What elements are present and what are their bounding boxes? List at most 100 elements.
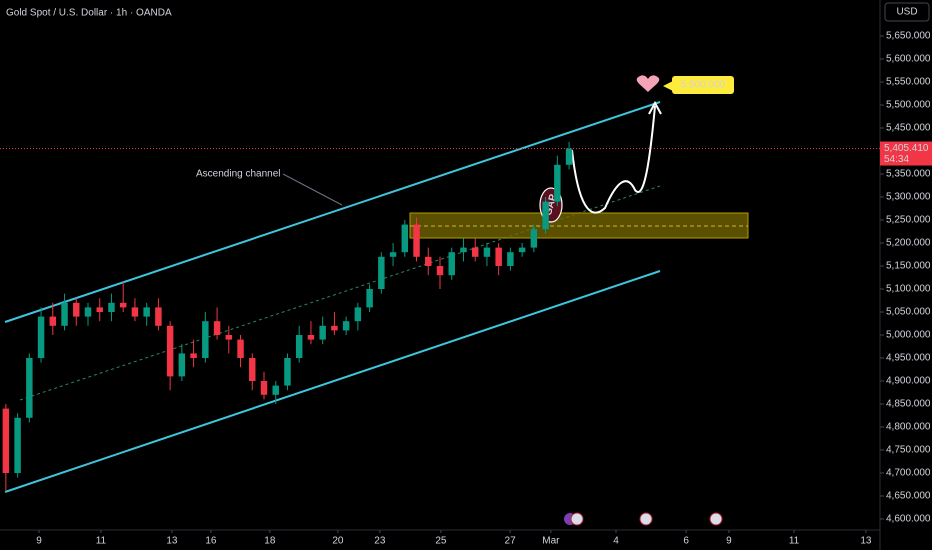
candle-body [366,289,373,308]
target-pointer [663,81,673,91]
x-tick-label: 9 [36,536,42,547]
projection-path [571,105,656,214]
candle-body [61,302,68,326]
candle-body [26,358,33,418]
last-price-label: 5,405.410 [884,143,929,154]
candle-body [190,353,197,358]
x-tick-label: Mar [542,536,560,547]
y-tick-label: 5,150.000 [886,261,931,272]
target-label: 5,500.000 [681,80,726,91]
y-tick-label: 5,650.000 [886,31,931,42]
channel-mid [19,185,661,401]
candle-body [483,247,491,257]
candle-body [319,325,326,340]
candle-body [166,325,174,377]
candle-body [542,201,549,230]
x-tick-label: 23 [374,536,386,547]
y-tick-label: 5,550.000 [886,77,931,88]
currency-button[interactable] [884,2,930,22]
x-tick-label: 18 [264,536,276,547]
y-tick-label: 5,100.000 [886,284,931,295]
annotation-pointer [282,173,343,206]
x-tick-label: 13 [860,536,872,547]
candle-body [2,408,10,473]
y-tick-label: 4,800.000 [886,422,931,433]
y-tick-label: 4,900.000 [886,376,931,387]
candle-body [331,325,338,331]
candle-body [202,321,209,358]
candle-body [14,417,21,473]
candle-body [237,339,244,358]
x-tick-label: 9 [726,536,732,547]
y-tick-label: 4,950.000 [886,353,931,364]
y-tick-label: 5,050.000 [886,307,931,318]
candle-body [155,307,162,326]
x-tick-label: 4 [613,536,619,547]
y-tick-label: 5,350.000 [886,169,931,180]
candle-body [37,316,45,358]
projection-arrow [648,100,662,115]
candle-body [436,266,444,276]
y-tick-label: 5,250.000 [886,215,931,226]
x-tick-label: 6 [683,536,689,547]
annotation: Ascending channel [196,169,281,180]
candle-body [354,307,362,322]
x-tick-label: 20 [332,536,344,547]
x-tick-label: 11 [789,536,800,547]
candle-body [284,358,291,386]
candle-body [49,316,57,326]
y-tick-label: 5,300.000 [886,192,931,203]
candle-body [425,256,432,266]
y-tick-label: 4,850.000 [886,399,931,410]
y-tick-label: 4,600.000 [886,514,931,525]
y-tick-label: 5,500.000 [886,100,931,111]
candle-body [448,252,455,276]
y-tick-label: 5,200.000 [886,238,931,249]
candle-body [342,321,350,331]
candle-body [518,247,526,253]
x-tick-label: 13 [166,536,178,547]
x-tick-label: 25 [435,536,447,547]
y-tick-label: 5,450.000 [886,123,931,134]
x-tick-label: 27 [505,536,517,547]
target-box [672,76,734,94]
heart-icon [636,75,660,92]
candle-body [272,385,279,395]
candle-body [471,247,479,257]
candle-body [554,164,561,202]
event-icon[interactable] [709,512,723,526]
channel-lower [4,270,661,493]
candle-body [225,335,233,340]
y-tick-label: 4,700.000 [886,468,931,479]
candle-body [378,256,385,289]
candle-body [565,148,573,165]
event-icon[interactable] [639,512,653,526]
candle-body [507,252,514,266]
chart-title: Gold Spot / U.S. Dollar · 1h · OANDA [6,8,172,19]
x-tick-label: 11 [96,536,107,547]
candle-body [413,224,420,257]
candle-body [108,302,115,312]
candle-body [495,247,502,266]
y-tick-label: 5,000.000 [886,330,931,341]
candle-body [131,307,139,317]
candle-body [84,307,92,317]
currency-label[interactable]: USD [896,7,917,18]
candle-body [460,247,467,253]
candle-body [389,252,397,257]
candle-body [73,302,80,317]
candle-body [260,381,268,395]
x-tick-label: 16 [205,536,217,547]
candle-body [307,335,315,340]
candle-body [401,224,409,253]
candle-body [178,353,186,377]
candle-body [143,307,150,317]
candle-body [530,229,538,248]
event-icon[interactable] [570,512,584,526]
y-tick-label: 4,650.000 [886,491,931,502]
last-price-box [880,141,932,166]
y-tick-label: 5,600.000 [886,54,931,65]
y-tick-label: 4,750.000 [886,445,931,456]
